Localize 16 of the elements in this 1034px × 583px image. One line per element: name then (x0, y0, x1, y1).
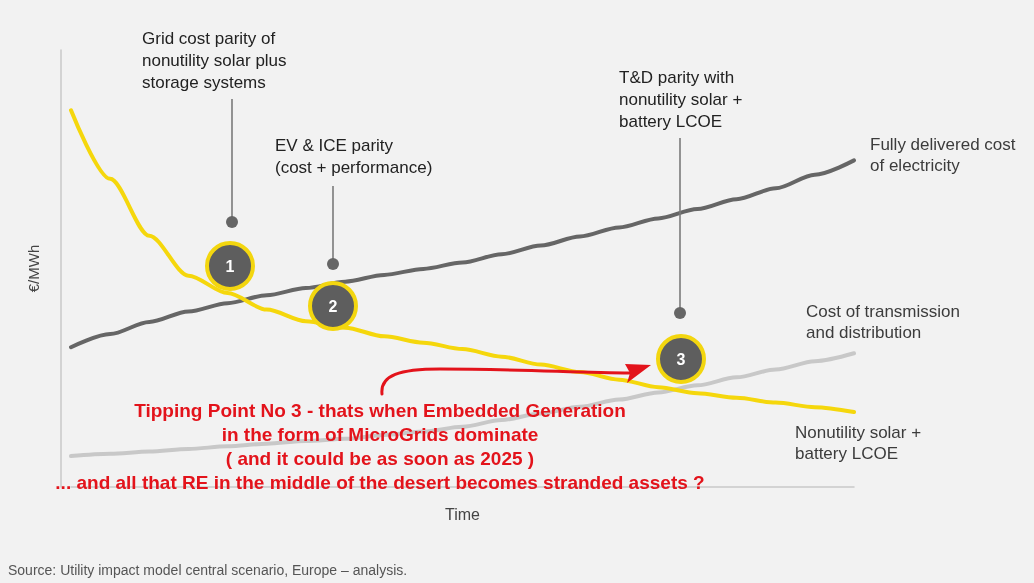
annotation: EV & ICE parity (cost + performance) (275, 135, 433, 177)
numbered-badge-icon: 2 (308, 281, 358, 331)
x-axis-title: Time (445, 505, 481, 523)
annotation: Tipping Point No 3 - thats when Embedded Generation in the form of MicroGrids dominate ( and it could be as soon as 2025 ) ... and all that RE in the middle of the desert becomes stranded assets ? (55, 399, 705, 493)
series-label: Fully delivered cost of electricity (870, 135, 1016, 176)
annotation: 3 (676, 350, 686, 368)
series-label: Cost of transmission and distribution (806, 302, 960, 343)
series-label: Nonutility solar + battery LCOE (795, 423, 922, 464)
y-axis-title: €/MWh (25, 244, 42, 293)
text: Grid cost parity of nonutility solar plus storage systems (142, 28, 287, 92)
numbered-badge-icon: 3 (656, 334, 706, 384)
annotation: 2 (328, 297, 338, 315)
annotation: T&D parity with nonutility solar + battery LCOE (619, 67, 743, 131)
annotation: 1 (225, 257, 235, 275)
source-note: Source: Utility impact model central scenario, Europe – analysis. (8, 562, 408, 578)
numbered-badge-icon: 1 (205, 241, 255, 291)
